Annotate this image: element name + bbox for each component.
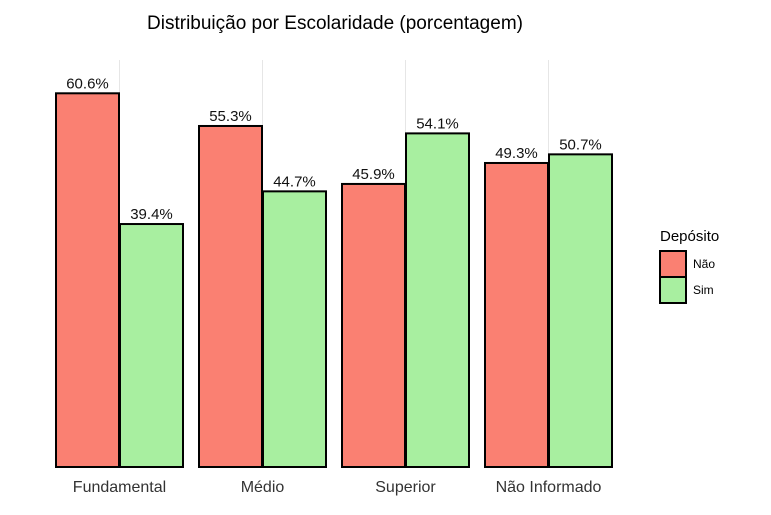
bars — [55, 92, 613, 469]
legend-label: Sim — [693, 283, 714, 297]
x-tick-label: Médio — [241, 479, 285, 496]
data-labels: 60.6% 39.4% 55.3% 44.7% 45.9% 54.1% 49.3% 50.7% — [66, 75, 602, 223]
bar-n-o-4 — [484, 161, 549, 468]
legend-key-2 — [659, 276, 687, 304]
data-label: 60.6% — [66, 75, 109, 92]
legend: Depósito Não Sim — [659, 228, 719, 304]
bar-sim-4 — [548, 153, 613, 468]
data-label: 45.9% — [352, 166, 395, 183]
chart-title: Distribuição por Escolaridade (porcentag… — [147, 13, 523, 34]
legend-title: Depósito — [660, 228, 719, 245]
x-tick-label: Superior — [375, 479, 436, 496]
x-tick-label: Fundamental — [73, 479, 166, 496]
bar-n-o-1 — [55, 92, 120, 469]
bar-n-o-2 — [198, 124, 263, 468]
data-label: 50.7% — [559, 136, 602, 153]
data-label: 44.7% — [273, 173, 316, 190]
x-tick-label: Não Informado — [496, 479, 602, 496]
data-label: 49.3% — [495, 145, 538, 162]
bar-sim-1 — [119, 223, 184, 468]
data-label: 39.4% — [130, 206, 173, 223]
bar-n-o-3 — [341, 182, 406, 468]
legend-key-1 — [659, 250, 687, 278]
bar-sim-2 — [262, 190, 327, 468]
legend-label: Não — [693, 257, 715, 271]
data-label: 55.3% — [209, 108, 252, 125]
data-label: 54.1% — [416, 115, 459, 132]
bar-sim-3 — [405, 132, 470, 468]
x-axis-tick-labels: Fundamental Médio Superior Não Informado — [73, 479, 602, 496]
